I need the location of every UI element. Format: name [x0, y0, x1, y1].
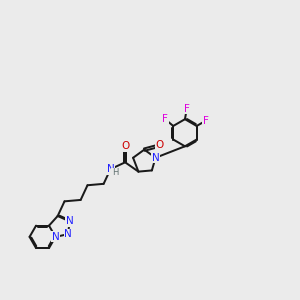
Text: N: N [152, 153, 159, 163]
Text: N: N [64, 229, 72, 239]
Text: F: F [203, 116, 209, 126]
Text: O: O [156, 140, 164, 150]
Text: F: F [162, 114, 168, 124]
Text: N: N [106, 164, 114, 174]
Text: O: O [121, 141, 129, 151]
Text: F: F [184, 104, 190, 114]
Text: N: N [52, 232, 59, 242]
Text: H: H [112, 168, 118, 177]
Text: N: N [66, 216, 74, 226]
